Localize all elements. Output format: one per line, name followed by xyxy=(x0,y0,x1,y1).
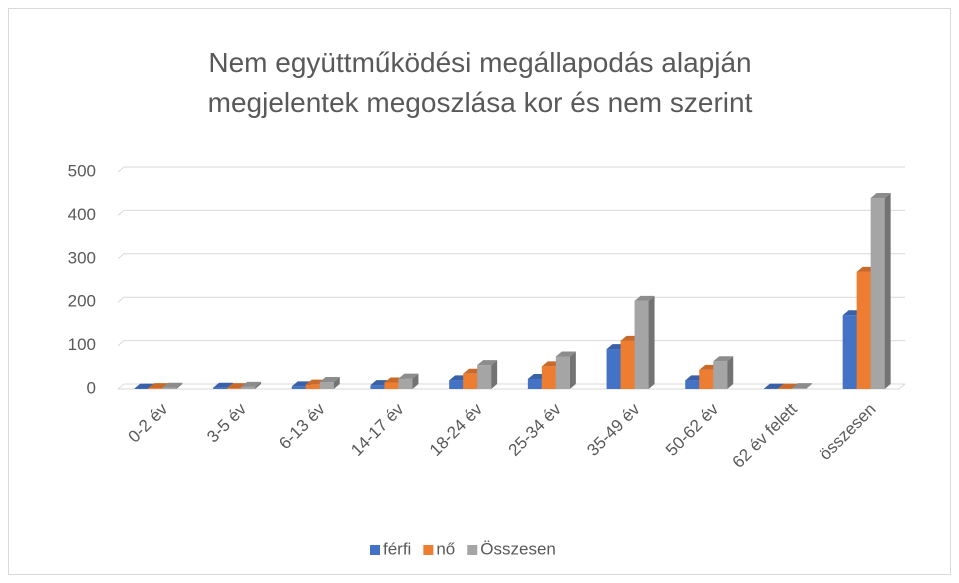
bar-front xyxy=(398,378,413,389)
bar-front xyxy=(384,382,399,389)
bar-front xyxy=(241,386,256,389)
bar-side xyxy=(176,382,183,389)
bar-top xyxy=(555,351,576,357)
bar-front xyxy=(291,386,306,389)
bar xyxy=(555,351,576,389)
bar-side xyxy=(727,356,734,389)
bar-front xyxy=(856,271,871,389)
y-tick-label: 400 xyxy=(68,205,96,224)
bar-top xyxy=(763,383,784,389)
bar-front xyxy=(713,361,728,389)
bar-side xyxy=(805,383,812,389)
bar-front xyxy=(527,379,542,389)
bar-top xyxy=(791,383,812,389)
bar-side xyxy=(648,295,655,389)
y-tick-label: 200 xyxy=(68,292,96,311)
bar-front xyxy=(555,356,570,389)
y-tick-label: 500 xyxy=(68,161,96,180)
y-tick-label: 100 xyxy=(68,335,96,354)
bar-top xyxy=(477,360,498,366)
legend-swatch xyxy=(467,545,478,555)
bar-front xyxy=(463,373,478,389)
legend-label: Összesen xyxy=(480,539,556,558)
bar-top xyxy=(162,382,183,388)
bar-front xyxy=(477,365,492,389)
y-tick-label: 300 xyxy=(68,248,96,267)
bar-front xyxy=(305,384,320,389)
bar xyxy=(791,383,812,389)
legend-swatch xyxy=(370,545,380,555)
bar-front xyxy=(685,380,700,389)
bar-side xyxy=(491,360,498,389)
bar-top xyxy=(713,356,734,362)
bar-side xyxy=(884,193,891,389)
bar-front xyxy=(162,387,177,389)
bar-side xyxy=(333,377,340,389)
legend-swatch xyxy=(423,545,434,555)
bar xyxy=(162,382,183,389)
bar xyxy=(477,360,498,389)
bar-side xyxy=(412,373,419,389)
grid-line xyxy=(117,253,905,260)
bar-top xyxy=(398,373,419,379)
bar xyxy=(634,295,655,389)
bar-front xyxy=(870,198,885,389)
bar-front xyxy=(791,388,806,389)
chart-border xyxy=(8,8,951,575)
bar-front xyxy=(213,387,228,389)
bar-front xyxy=(620,340,635,389)
bar-front xyxy=(541,366,556,389)
bar-front xyxy=(699,369,714,389)
bar-front xyxy=(148,388,163,389)
bar xyxy=(713,356,734,389)
grid-line xyxy=(117,209,905,216)
bar-front xyxy=(370,385,385,389)
bar-front xyxy=(449,380,464,389)
bar-top xyxy=(870,193,891,199)
grid-line xyxy=(117,166,905,173)
bar-front xyxy=(842,315,857,389)
bar-front xyxy=(606,349,621,389)
bar xyxy=(870,193,891,389)
bar xyxy=(241,381,262,389)
bar xyxy=(398,373,419,389)
bar-top xyxy=(241,381,262,387)
legend-label: férfi xyxy=(383,539,411,558)
bar xyxy=(319,377,340,389)
bar-front xyxy=(319,382,334,389)
y-tick-label: 0 xyxy=(87,378,96,397)
bar-front xyxy=(227,388,242,389)
bar-top xyxy=(213,382,234,388)
bar-front xyxy=(634,300,649,389)
bar-top xyxy=(319,377,340,383)
chart-title: megjelentek megoszlása kor és nem szerin… xyxy=(208,87,753,118)
bar-side xyxy=(569,351,576,389)
bar-side xyxy=(255,381,262,389)
legend-label: nő xyxy=(436,539,455,558)
bar-top xyxy=(634,295,655,301)
chart-title: Nem együttműködési megállapodás alapján xyxy=(208,47,751,78)
